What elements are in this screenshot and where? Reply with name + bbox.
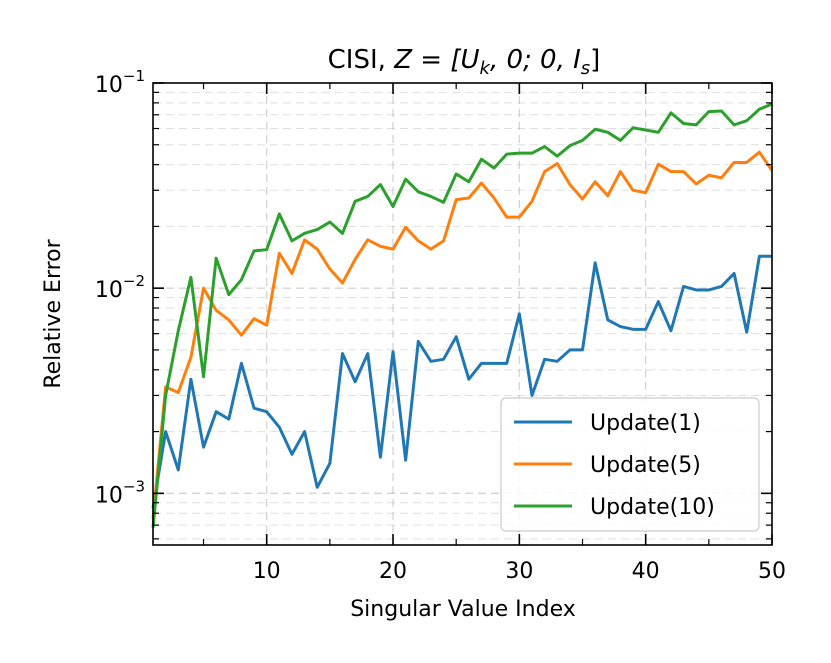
chart-title-math-end: ] [590, 45, 600, 75]
legend: Update(1) Update(5) Update(10) [500, 397, 760, 532]
y-axis-label: Relative Error [41, 238, 66, 388]
y-tick-label: 10−2 [95, 272, 145, 303]
legend-label-update-5: Update(5) [590, 453, 701, 478]
chart-title: CISI, Z = [Uk, 0; 0, Is] [328, 45, 601, 79]
legend-label-update-10: Update(10) [590, 495, 715, 520]
x-axis-label: Singular Value Index [350, 597, 576, 622]
chart-title-main: CISI, [328, 45, 395, 75]
legend-box [500, 397, 760, 532]
plot-frame [152, 82, 773, 546]
chart-title-sub-k: k [480, 58, 492, 79]
tick-layer: 10−3 10−2 10−1 10 20 30 40 50 [95, 67, 786, 584]
chart-title-math: Z = [U [393, 45, 479, 75]
x-tick-label: 50 [758, 559, 786, 584]
x-tick-label: 20 [379, 559, 407, 584]
series-line-update-10 [151, 102, 773, 528]
legend-label-update-1: Update(1) [590, 411, 701, 436]
chart-title-sub-s: s [581, 58, 590, 79]
x-tick-label: 40 [632, 559, 660, 584]
series-line-update-1 [151, 254, 772, 509]
x-tick-label: 30 [505, 559, 533, 584]
x-tick-label: 10 [253, 559, 281, 584]
y-tick-label: 10−3 [95, 477, 145, 508]
series-layer [151, 102, 774, 528]
chart-title-math-mid: , 0; 0, I [490, 45, 581, 75]
y-tick-label: 10−1 [95, 67, 145, 98]
series-line-update-5 [151, 150, 774, 520]
